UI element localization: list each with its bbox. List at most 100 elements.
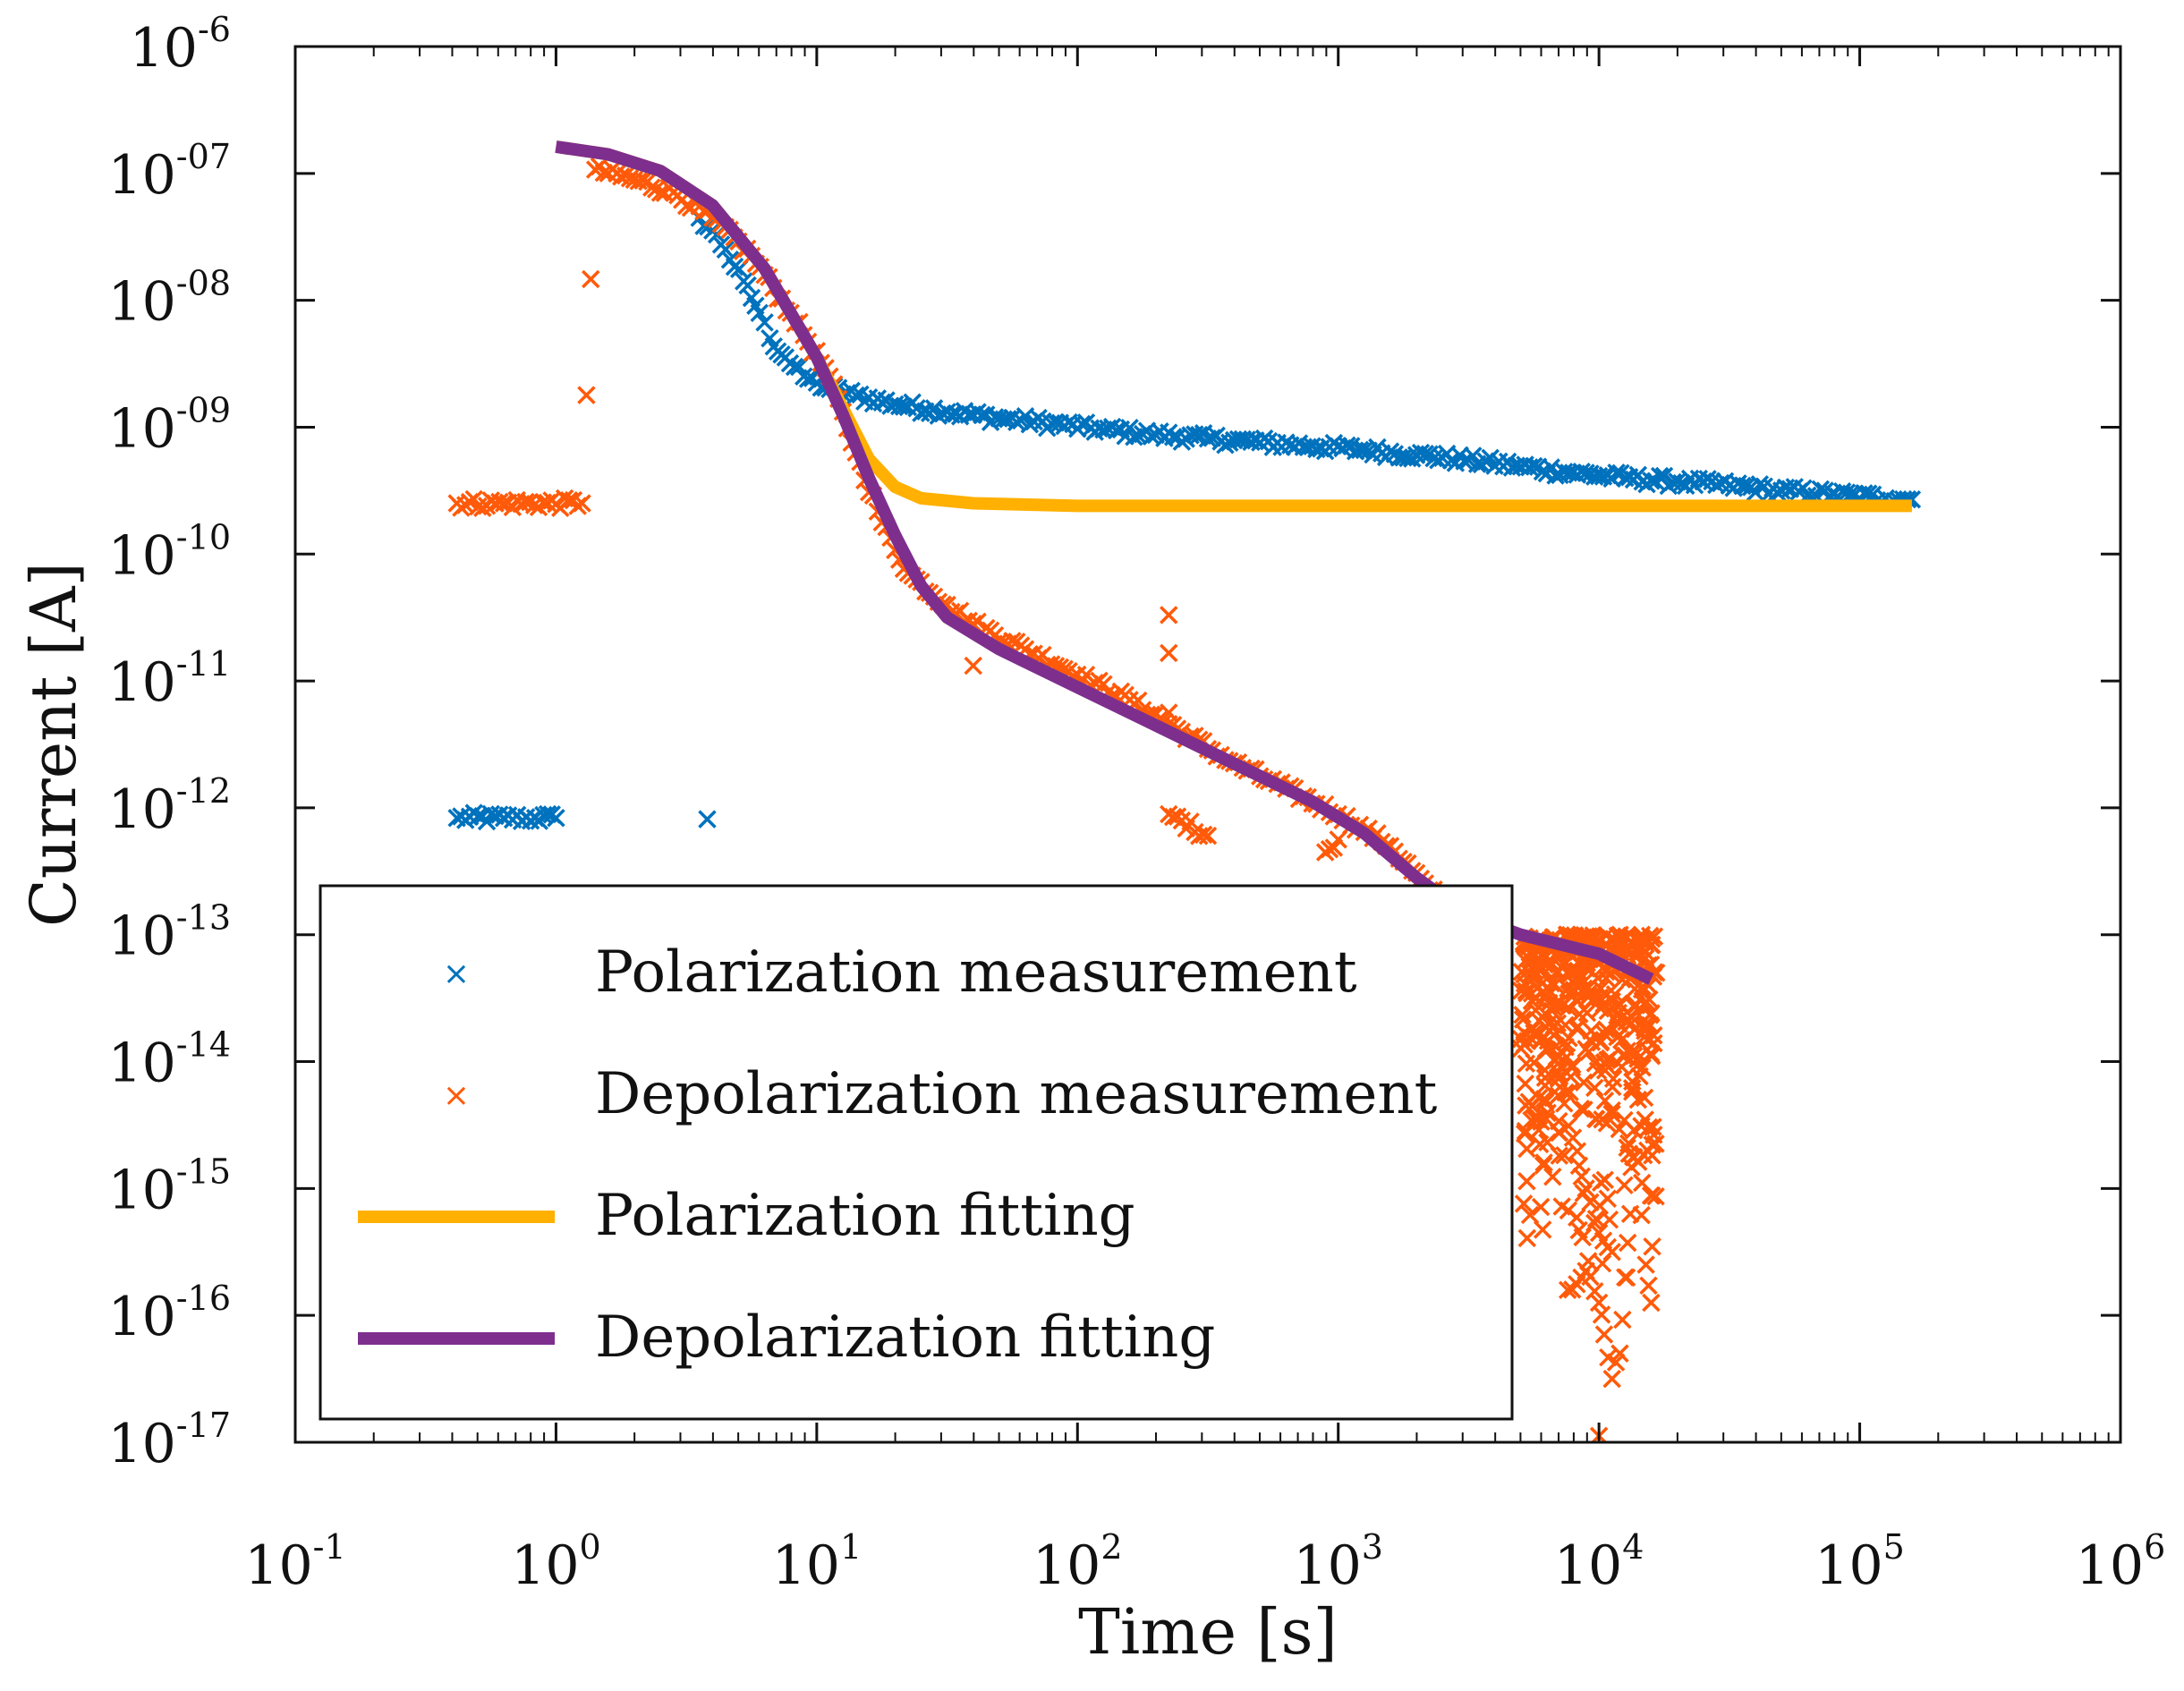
data-point [1602, 1100, 1621, 1120]
data-point [1559, 1201, 1578, 1220]
data-point [1512, 981, 1531, 1000]
data-point [798, 370, 818, 388]
data-point [1557, 1048, 1576, 1066]
y-tick-label: 10-14 [107, 1025, 231, 1095]
data-point [1514, 1194, 1534, 1213]
data-point [1555, 1145, 1574, 1165]
data-point [559, 490, 579, 510]
data-point [1513, 1006, 1532, 1024]
x-tick-label: 105 [1814, 1527, 1905, 1597]
x-tick-label: 106 [2076, 1527, 2166, 1597]
data-point [1646, 1134, 1665, 1153]
series-polarization-measurement [447, 208, 1922, 831]
y-tick-label: 10-6 [130, 10, 231, 80]
data-point [1532, 1031, 1551, 1049]
data-point [1598, 1237, 1618, 1257]
data-point [1511, 1030, 1531, 1049]
data-point [1574, 1073, 1593, 1092]
data-point [1398, 448, 1417, 468]
data-point [1324, 838, 1344, 857]
x-tick-labels: 10-1 100 101 102 103 104 105 106 [244, 1527, 2165, 1597]
data-point [1517, 1054, 1536, 1074]
data-point [1516, 1121, 1535, 1141]
data-point [1242, 432, 1261, 452]
data-point [1618, 1233, 1637, 1253]
legend-marker-depolarization-measurement: × [443, 1077, 470, 1114]
data-point [1543, 1167, 1562, 1186]
legend: × Polarization measurement × Depolarizat… [319, 884, 1514, 1421]
data-point [1534, 1089, 1554, 1109]
data-point [1654, 466, 1674, 486]
data-point [1415, 444, 1435, 463]
data-point [1639, 1117, 1659, 1137]
data-point [650, 183, 670, 202]
x-axis-label: Time [s] [1078, 1595, 1338, 1669]
legend-label-depolarization-fitting: Depolarization fitting [595, 1304, 1215, 1371]
data-point [1571, 1100, 1591, 1118]
x-tick-label: 10-1 [244, 1527, 345, 1597]
data-point [1573, 1228, 1592, 1247]
y-tick-label: 10-13 [107, 898, 231, 968]
ticks-layer [293, 45, 2122, 1444]
data-point [1587, 1028, 1607, 1047]
data-point [1592, 1305, 1611, 1324]
data-point [1568, 1142, 1587, 1160]
data-point [698, 810, 717, 829]
data-point [1516, 1074, 1535, 1093]
data-point [1535, 1068, 1555, 1087]
data-point [725, 257, 744, 276]
data-point [1403, 449, 1422, 468]
data-point [1517, 1096, 1535, 1115]
data-point [1615, 1110, 1634, 1130]
data-point [1579, 1042, 1598, 1062]
data-point [1517, 1228, 1537, 1248]
data-point [1579, 978, 1598, 998]
data-point [1598, 1001, 1618, 1021]
data-point [1632, 1205, 1651, 1225]
legend-label-depolarization-measurement: Depolarization measurement [595, 1061, 1438, 1127]
data-point [1560, 1083, 1579, 1101]
data-point [1635, 1088, 1654, 1108]
data-point [1622, 943, 1641, 962]
data-point [1555, 1032, 1575, 1051]
x-tick-label: 102 [1033, 1527, 1123, 1597]
data-point [1627, 929, 1647, 948]
data-point [1602, 1369, 1621, 1389]
data-point [1768, 483, 1787, 502]
data-point [542, 805, 562, 824]
data-point [1600, 1210, 1619, 1229]
data-point [1517, 1139, 1536, 1159]
data-point [1632, 1173, 1652, 1193]
data-point [1129, 691, 1148, 710]
data-point [1550, 1047, 1568, 1066]
y-tick-label: 10-17 [107, 1406, 231, 1475]
y-tick-label: 10-15 [107, 1151, 231, 1221]
data-point [1641, 1044, 1661, 1063]
data-layer [447, 140, 1922, 1442]
data-point [746, 296, 765, 316]
x-tick-label: 103 [1293, 1527, 1383, 1597]
data-point [1525, 456, 1543, 476]
data-point [642, 178, 661, 197]
data-point [1612, 1031, 1631, 1049]
data-point [1619, 1134, 1638, 1153]
data-point [577, 386, 596, 404]
y-tick-label: 10-07 [107, 137, 231, 207]
data-point [1529, 1088, 1549, 1108]
data-point [1625, 1019, 1644, 1039]
data-point [1640, 990, 1659, 1009]
data-point [582, 269, 600, 289]
data-point [1610, 1119, 1629, 1139]
data-point [1544, 1025, 1564, 1045]
data-point [1526, 989, 1545, 1008]
data-point [1602, 1104, 1621, 1124]
data-point [1190, 827, 1209, 846]
data-point [1585, 1054, 1605, 1073]
data-point [1606, 1353, 1626, 1372]
data-point [1532, 1112, 1551, 1131]
data-point [1160, 643, 1178, 663]
series-depolarization-measurement [447, 157, 1666, 1442]
data-point [1607, 463, 1626, 482]
data-point [1559, 979, 1577, 998]
